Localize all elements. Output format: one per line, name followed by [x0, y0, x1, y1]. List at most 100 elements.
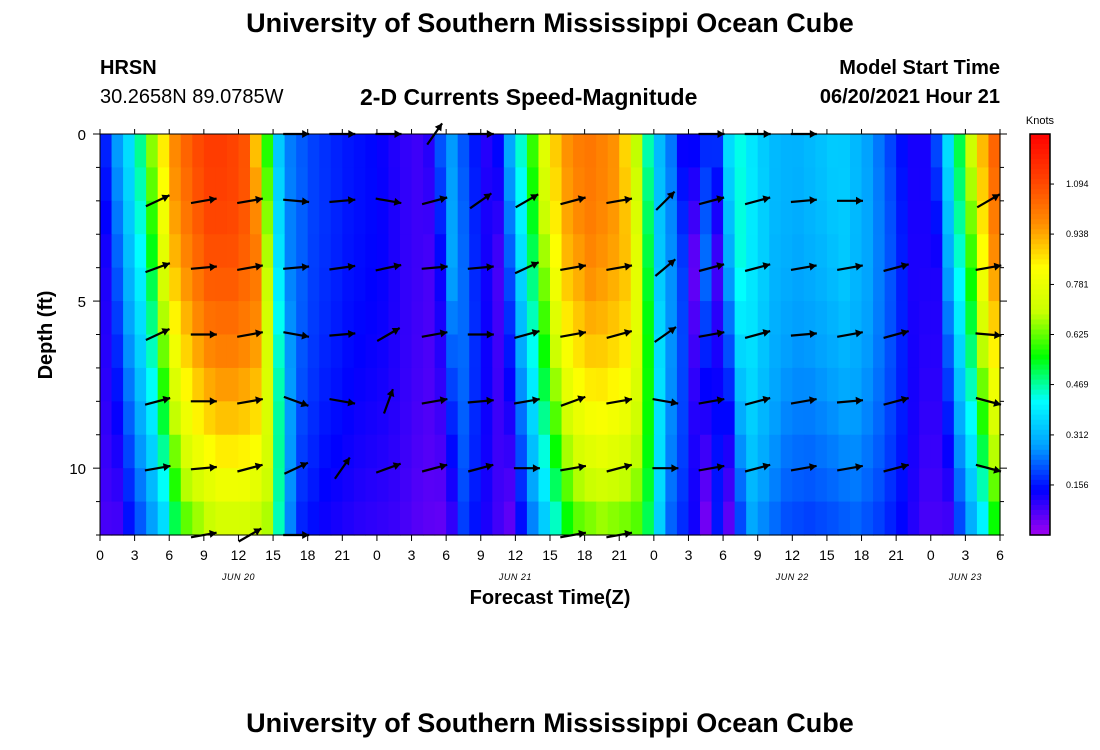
heatmap-cell: [942, 334, 955, 369]
heatmap-cell: [100, 200, 113, 235]
heatmap-cell: [123, 334, 136, 369]
heatmap-cell: [342, 134, 355, 169]
heatmap-cell: [538, 134, 551, 169]
colorbar-segment: [1030, 414, 1050, 421]
current-vector: [560, 329, 587, 338]
heatmap-cell: [584, 334, 597, 369]
heatmap-cell: [676, 134, 690, 169]
heatmap-cell: [203, 167, 216, 202]
heatmap-cell: [792, 200, 805, 235]
heatmap-cell: [780, 334, 793, 369]
heatmap-cell: [803, 301, 816, 336]
heatmap-cell: [376, 200, 390, 235]
heatmap-cell: [584, 301, 597, 336]
heatmap-cell: [100, 301, 113, 336]
heatmap-cell: [584, 200, 597, 235]
heatmap-cell: [538, 434, 551, 469]
heatmap-cell: [342, 367, 355, 402]
heatmap-cell: [157, 367, 170, 402]
heatmap-cell: [815, 134, 828, 169]
colorbar-segment: [1030, 319, 1050, 326]
current-vector: [237, 396, 263, 405]
heatmap-cell: [746, 434, 759, 469]
heatmap-cell: [503, 234, 516, 269]
heatmap-cell: [861, 401, 874, 436]
heatmap-cell: [307, 401, 320, 436]
heatmap-cell: [965, 434, 978, 469]
heatmap-cell: [942, 367, 955, 402]
heatmap-cell: [203, 367, 216, 402]
heatmap-cell: [746, 200, 759, 235]
heatmap-cell: [976, 301, 990, 336]
heatmap-cell: [388, 267, 401, 302]
heatmap-cell: [769, 434, 782, 469]
heatmap-cell: [688, 134, 701, 169]
current-vector: [144, 463, 171, 472]
heatmap-cell: [238, 167, 251, 202]
heatmap-cell: [388, 434, 401, 469]
heatmap-cell: [215, 134, 228, 169]
colorbar-label: 0.625: [1066, 330, 1089, 340]
heatmap-cell: [642, 267, 655, 302]
heatmap-cell: [769, 167, 782, 202]
heatmap-cell: [261, 167, 274, 202]
heatmap-cell: [342, 267, 355, 302]
heatmap-cell: [261, 501, 274, 536]
heatmap-cell: [792, 267, 805, 302]
heatmap-cell: [942, 167, 955, 202]
heatmap-cell: [296, 234, 309, 269]
x-tick-label: 6: [996, 547, 1004, 563]
heatmap-cell: [850, 234, 863, 269]
colorbar-segment: [1030, 374, 1050, 381]
heatmap-cell: [838, 301, 851, 336]
heatmap-cell: [873, 367, 886, 402]
heatmap-cell: [446, 301, 459, 336]
heatmap-cell: [157, 134, 170, 169]
colorbar-label: 0.312: [1066, 430, 1089, 440]
heatmap-cell: [515, 301, 528, 336]
heatmap-cell: [469, 334, 482, 369]
heatmap-cell: [930, 267, 943, 302]
heatmap-cell: [330, 234, 343, 269]
date-label: JUN 20: [221, 572, 255, 582]
heatmap-cell: [884, 468, 897, 503]
heatmap-cell: [457, 301, 470, 336]
heatmap-cell: [226, 234, 240, 269]
heatmap-cell: [434, 234, 447, 269]
colorbar-segment: [1030, 134, 1050, 140]
heatmap-cell: [457, 267, 470, 302]
heatmap-cell: [596, 501, 609, 536]
heatmap-cell: [250, 468, 263, 503]
heatmap-cell: [780, 468, 793, 503]
heatmap-cell: [411, 200, 424, 235]
heatmap-cell: [342, 301, 355, 336]
heatmap-cells: [100, 134, 1001, 536]
heatmap-cell: [815, 167, 828, 202]
heatmap-cell: [930, 234, 943, 269]
heatmap-cell: [238, 367, 251, 402]
colorbar-segment: [1030, 429, 1050, 436]
heatmap-cell: [665, 401, 678, 436]
heatmap-cell: [757, 267, 770, 302]
heatmap-cell: [780, 234, 793, 269]
heatmap-cell: [861, 301, 874, 336]
heatmap-cell: [942, 267, 955, 302]
heatmap-cell: [711, 401, 724, 436]
heatmap-cell: [665, 200, 678, 235]
heatmap-cell: [492, 267, 505, 302]
current-vector: [329, 262, 356, 271]
heatmap-cell: [376, 434, 390, 469]
heatmap-cell: [792, 468, 805, 503]
heatmap-cell: [273, 301, 286, 336]
heatmap-cell: [988, 434, 1001, 469]
heatmap-cell: [711, 234, 724, 269]
heatmap-cell: [838, 468, 851, 503]
heatmap-cell: [226, 301, 240, 336]
heatmap-cell: [607, 468, 620, 503]
heatmap-cell: [296, 401, 309, 436]
heatmap-cell: [884, 167, 897, 202]
heatmap-cell: [111, 434, 124, 469]
heatmap-cell: [930, 200, 943, 235]
heatmap-cell: [746, 334, 759, 369]
heatmap-cell: [619, 234, 632, 269]
